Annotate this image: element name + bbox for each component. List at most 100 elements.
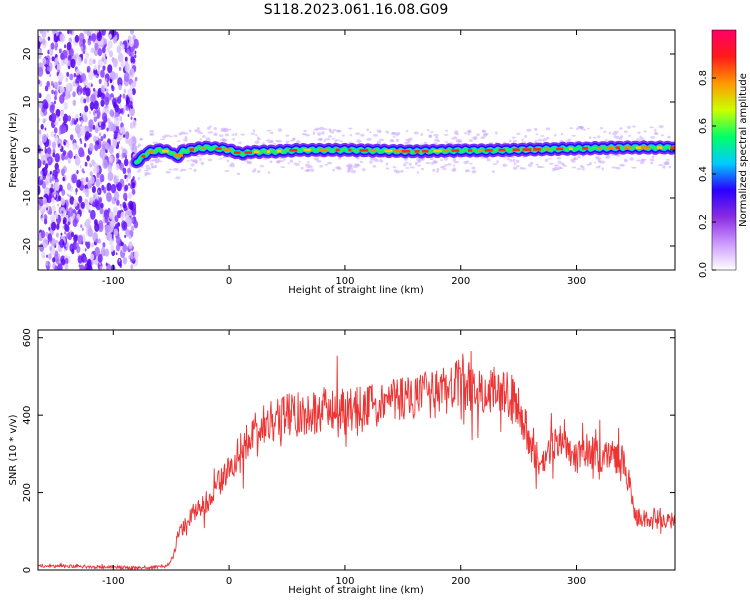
noise-speckle [108, 121, 114, 132]
noise-speckle [49, 170, 52, 175]
ridge-halo-speckle [199, 158, 202, 162]
noise-speckle [73, 199, 78, 207]
ridge-halo-speckle [347, 169, 351, 172]
noise-speckle [126, 178, 129, 182]
noise-speckle [118, 133, 123, 141]
noise-speckle [38, 79, 41, 85]
ridge-halo-speckle [165, 170, 171, 174]
noise-speckle [95, 178, 101, 188]
ridge-halo-speckle [355, 132, 361, 135]
noise-speckle [46, 59, 50, 65]
ridge-peak [635, 146, 641, 149]
ridge-peak [568, 147, 573, 150]
noise-speckle [82, 114, 87, 122]
ridge-halo-speckle [512, 139, 518, 143]
noise-speckle [93, 67, 98, 75]
ridge-halo-speckle [583, 128, 587, 131]
ridge-halo-speckle [641, 158, 647, 161]
x-tick-label: 200 [451, 276, 470, 287]
ridge-halo-speckle [592, 136, 597, 139]
noise-speckle [116, 182, 122, 192]
ridge-peak [478, 149, 483, 152]
noise-speckle [81, 253, 83, 257]
ridge-halo-speckle [232, 138, 236, 141]
noise-speckle [50, 42, 55, 50]
noise-speckle [45, 117, 48, 121]
noise-speckle [109, 109, 114, 117]
noise-speckle [114, 214, 119, 223]
noise-speckle [38, 36, 43, 43]
ridge-halo-speckle [298, 160, 301, 163]
ridge-halo-speckle [508, 139, 512, 143]
noise-speckle [105, 142, 110, 151]
noise-speckle [103, 81, 108, 89]
noise-speckle [80, 53, 84, 58]
noise-speckle [121, 245, 123, 249]
ridge-peak [276, 149, 282, 153]
noise-speckle [94, 128, 97, 132]
noise-speckle [79, 264, 85, 270]
noise-speckle [118, 84, 122, 91]
ridge-halo-speckle [405, 130, 409, 133]
noise-speckle [99, 207, 104, 215]
noise-speckle [55, 108, 61, 117]
noise-speckle [109, 157, 112, 162]
ridge-peak [484, 149, 493, 152]
noise-speckle [59, 238, 65, 249]
ridge-halo-speckle [324, 163, 329, 166]
noise-speckle [54, 42, 59, 49]
noise-speckle [120, 241, 124, 247]
noise-speckle [94, 198, 98, 205]
noise-speckle [67, 207, 74, 217]
ridge-halo-speckle [252, 129, 256, 133]
ridge-halo-speckle [650, 161, 654, 165]
ridge-halo-speckle [149, 133, 154, 136]
noise-speckle [48, 158, 51, 163]
ridge-halo-speckle [173, 168, 179, 171]
ridge-halo-speckle [511, 136, 516, 139]
noise-speckle [101, 184, 105, 191]
ridge-halo-speckle [628, 134, 632, 137]
noise-speckle [100, 99, 105, 107]
noise-speckle [134, 76, 138, 82]
ridge-halo-speckle [369, 131, 372, 134]
ridge-halo-speckle [224, 133, 230, 137]
noise-speckle [50, 189, 53, 193]
noise-speckle [72, 81, 76, 87]
noise-speckle [91, 33, 97, 42]
y-tick-label: 20 [22, 48, 33, 61]
ridge-halo-speckle [136, 145, 140, 148]
noise-speckle [40, 230, 46, 239]
ridge-halo-speckle [287, 162, 290, 165]
noise-speckle [117, 257, 122, 267]
ridge-halo-speckle [556, 157, 562, 160]
ridge-halo-speckle [482, 133, 488, 137]
ridge-halo-speckle [554, 164, 560, 167]
noise-speckle [127, 114, 130, 118]
noise-speckle [94, 143, 99, 151]
ridge-peak [556, 147, 564, 151]
noise-speckle [40, 170, 43, 175]
ridge-halo-speckle [658, 125, 664, 129]
noise-speckle [108, 33, 112, 40]
ridge-halo-speckle [310, 168, 315, 172]
ridge-halo-speckle [408, 162, 412, 166]
ridge-halo-speckle [570, 158, 574, 161]
noise-speckle [51, 221, 57, 231]
ridge-halo-speckle [600, 160, 606, 164]
noise-speckle [49, 235, 53, 242]
ridge-halo-speckle [366, 128, 369, 132]
noise-speckle [51, 56, 55, 62]
ridge-peak [141, 154, 146, 158]
noise-speckle [69, 194, 71, 198]
ridge-halo-speckle [317, 134, 321, 136]
ridge-halo-speckle [269, 160, 273, 164]
ridge-halo-speckle [285, 134, 290, 137]
ridge-halo-speckle [599, 126, 604, 130]
noise-speckle [86, 30, 91, 37]
noise-speckle [122, 221, 128, 231]
ridge-halo-speckle [179, 169, 183, 172]
noise-speckle [76, 82, 79, 88]
noise-speckle [104, 96, 110, 106]
noise-speckle [95, 238, 99, 244]
